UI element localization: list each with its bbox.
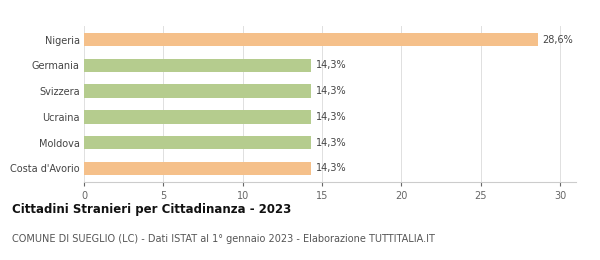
Text: 14,3%: 14,3% (316, 112, 346, 122)
Text: Cittadini Stranieri per Cittadinanza - 2023: Cittadini Stranieri per Cittadinanza - 2… (12, 203, 291, 216)
Text: 14,3%: 14,3% (316, 163, 346, 173)
Text: 14,3%: 14,3% (316, 138, 346, 147)
Bar (84, 136, 311, 149)
Bar (84, 84, 311, 98)
Text: COMUNE DI SUEGLIO (LC) - Dati ISTAT al 1° gennaio 2023 - Elaborazione TUTTITALIA: COMUNE DI SUEGLIO (LC) - Dati ISTAT al 1… (12, 234, 435, 244)
Text: 14,3%: 14,3% (316, 86, 346, 96)
Bar (84, 161, 311, 175)
Text: 28,6%: 28,6% (542, 35, 574, 45)
Bar (84, 59, 311, 72)
Text: 14,3%: 14,3% (316, 61, 346, 70)
Bar (84, 110, 311, 124)
Bar (84, 33, 538, 47)
